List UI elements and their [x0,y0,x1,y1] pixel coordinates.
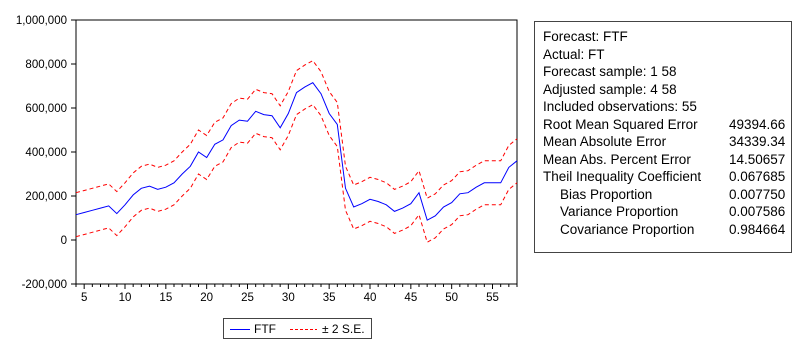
x-tick-label: 20 [200,292,213,304]
x-tick-label: 5 [81,292,87,304]
stat-row: Mean Absolute Error 34339.34 [543,133,791,151]
se-upper-line [75,60,518,199]
stat-row: Root Mean Squared Error 49394.66 [543,116,791,134]
stat-label: Forecast: FTF [543,29,628,44]
stat-row: Forecast: FTF [543,28,791,46]
y-tick-label: 600,000 [25,103,67,115]
stat-label: Theil Inequality Coefficient [543,169,702,184]
stat-label: Forecast sample: 1 58 [543,64,677,79]
y-tick-label: -200,000 [22,279,67,291]
y-tick-label: 400,000 [25,147,67,159]
stat-row: Adjusted sample: 4 58 [543,81,791,99]
plot-frame [75,19,518,285]
stat-row: Covariance Proportion 0.984664 [543,221,791,239]
stat-row: Forecast sample: 1 58 [543,63,791,81]
forecast-chart: -200,000 0 200,000 400,000 600,000 800,000 1,0… [16,15,518,304]
series-layer [75,60,518,243]
forecast-stats-panel: Forecast: FTF Actual: FT Forecast sample: … [534,21,792,253]
stat-value: 14.50657 [729,151,786,167]
stat-label: Variance Proportion [560,204,679,219]
ftf-forecast-line [75,82,518,221]
x-tick-label: 15 [159,292,172,304]
stat-row: Theil Inequality Coefficient 0.067685 [543,168,791,186]
stat-row: Mean Abs. Percent Error 14.50657 [543,151,791,169]
y-axis: -200,000 0 200,000 400,000 600,000 800,000 1,0… [16,15,76,291]
stat-label: Mean Abs. Percent Error [543,151,691,167]
stat-row: Included observations: 55 [543,98,791,116]
y-tick-label: 0 [61,235,67,247]
stat-row: Bias Proportion 0.007750 [543,186,791,204]
x-tick-label: 45 [404,292,417,304]
y-tick-label: 800,000 [25,59,67,71]
x-tick-label: 55 [486,292,499,304]
x-tick-label: 50 [445,292,458,304]
stat-label: Bias Proportion [560,186,653,202]
stat-value: 0.007750 [729,186,786,202]
y-tick-label: 200,000 [25,191,67,203]
stat-label: Included observations: 55 [543,99,697,114]
y-tick-label: 1,000,000 [16,15,67,27]
chart-legend: FTF ± 2 S.E. [223,318,372,339]
stat-label: Actual: FT [543,46,605,62]
stat-row: Actual: FT [543,46,791,64]
x-tick-label: 25 [241,292,254,304]
stat-value: 0.984664 [729,221,786,237]
x-tick-label: 30 [282,292,295,304]
x-tick-label: 10 [119,292,132,304]
stat-label: Mean Absolute Error [543,134,667,149]
stat-value: 49394.66 [729,116,786,132]
x-tick-label: 40 [364,292,377,304]
stat-label: Root Mean Squared Error [543,116,698,132]
stat-label: Adjusted sample: 4 58 [543,81,677,97]
stat-label: Covariance Proportion [560,221,695,237]
stat-value: 34339.34 [729,134,786,149]
x-axis: 5 10 15 20 25 30 35 40 45 50 55 [75,284,518,304]
legend-ftf-label: FTF [254,322,276,336]
stat-value: 0.067685 [729,169,786,184]
x-tick-label: 35 [323,292,336,304]
se-lower-line [75,104,518,243]
stat-row: Variance Proportion 0.007586 [543,203,791,221]
stat-value: 0.007586 [729,204,786,219]
legend-se-label: ± 2 S.E. [322,322,365,336]
